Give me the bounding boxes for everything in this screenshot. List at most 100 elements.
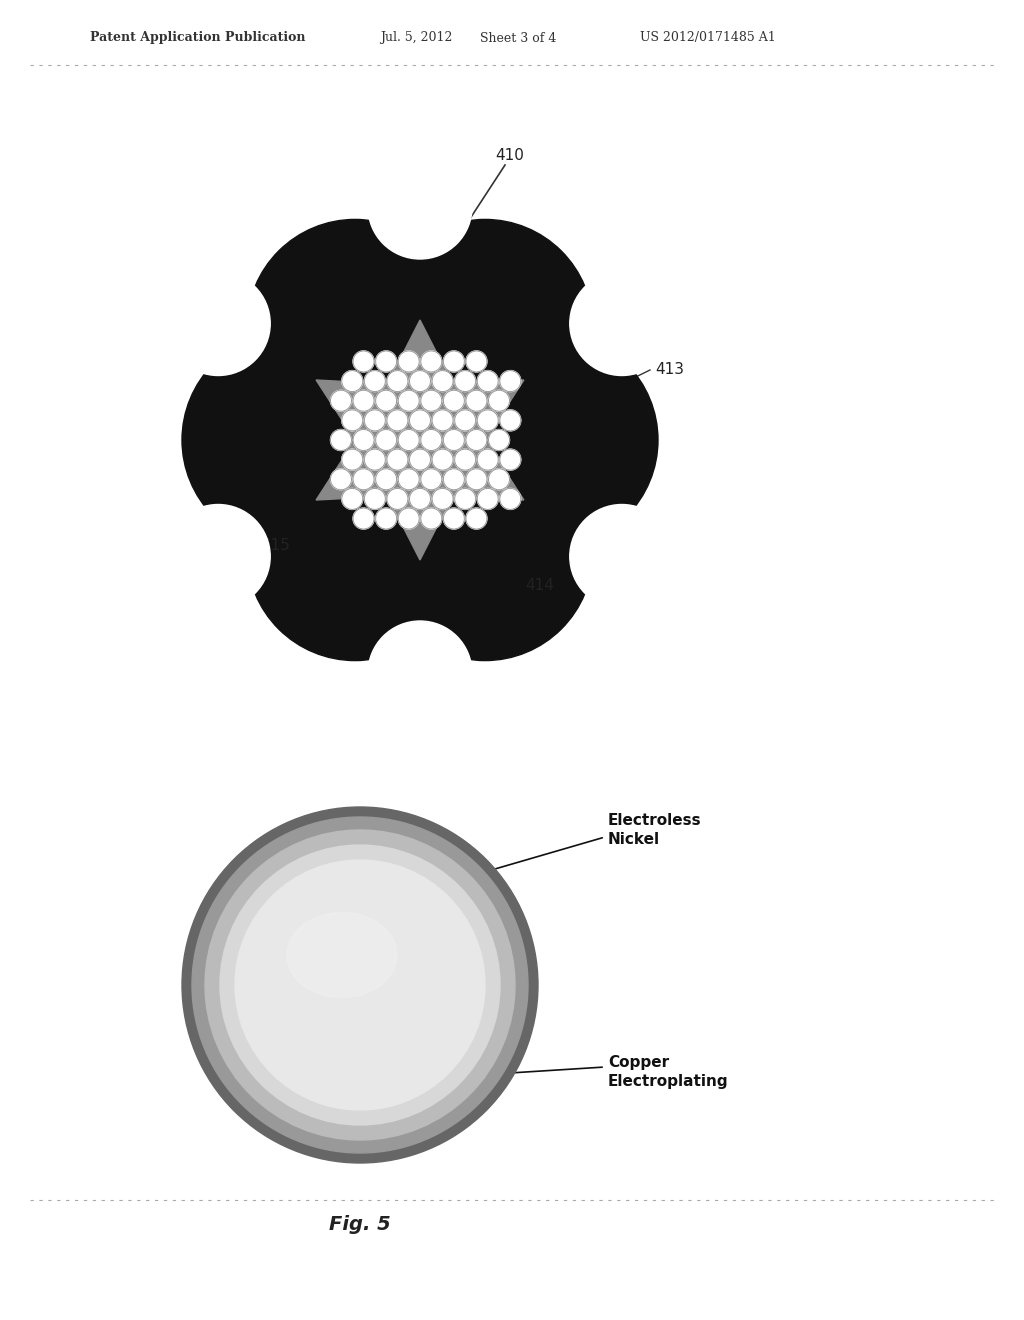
Text: Vectran: Vectran [321,968,399,986]
Circle shape [342,371,362,392]
Circle shape [455,411,476,430]
Circle shape [432,411,453,430]
Circle shape [443,508,464,529]
Circle shape [488,391,510,412]
Circle shape [421,351,441,372]
Circle shape [410,411,430,430]
Circle shape [353,508,374,529]
Circle shape [387,371,408,392]
Circle shape [466,429,487,450]
Circle shape [488,469,510,490]
Circle shape [376,391,396,412]
Circle shape [488,429,510,450]
Circle shape [398,391,419,412]
Circle shape [376,429,396,450]
Text: 412: 412 [176,293,205,308]
Circle shape [342,488,362,510]
Circle shape [376,351,396,372]
Circle shape [272,292,568,587]
Circle shape [331,469,351,490]
Circle shape [477,411,499,430]
Circle shape [477,371,499,392]
Text: 410: 410 [496,148,524,162]
Circle shape [193,817,528,1152]
Circle shape [500,371,521,392]
Circle shape [342,449,362,470]
Circle shape [368,154,472,259]
Circle shape [342,411,362,430]
Circle shape [421,391,441,412]
Circle shape [500,449,521,470]
Text: US 2012/0171485 A1: US 2012/0171485 A1 [640,32,776,45]
Circle shape [377,219,593,436]
Circle shape [377,445,593,660]
Circle shape [410,449,430,470]
Circle shape [365,488,385,510]
Circle shape [398,469,419,490]
Circle shape [432,449,453,470]
Circle shape [421,429,441,450]
Circle shape [477,488,499,510]
Circle shape [410,371,430,392]
Circle shape [166,504,270,609]
Circle shape [443,391,464,412]
Circle shape [387,488,408,510]
Circle shape [421,508,441,529]
Text: 414: 414 [525,578,554,593]
Circle shape [569,272,674,375]
Circle shape [477,449,499,470]
Circle shape [410,488,430,510]
Circle shape [443,429,464,450]
Circle shape [365,371,385,392]
Circle shape [182,333,398,548]
Circle shape [466,508,487,529]
Circle shape [376,469,396,490]
Circle shape [466,351,487,372]
Circle shape [398,429,419,450]
Ellipse shape [287,912,397,998]
Circle shape [466,469,487,490]
Circle shape [247,445,463,660]
Circle shape [353,469,374,490]
Circle shape [569,504,674,609]
Polygon shape [316,319,524,560]
Circle shape [443,351,464,372]
Circle shape [353,391,374,412]
Text: Sheet 3 of 4: Sheet 3 of 4 [480,32,556,45]
Circle shape [205,830,515,1140]
Text: Fig. 4: Fig. 4 [389,645,451,664]
Circle shape [398,351,419,372]
Circle shape [500,488,521,510]
Text: Jul. 5, 2012: Jul. 5, 2012 [380,32,453,45]
Circle shape [365,449,385,470]
Circle shape [432,371,453,392]
Circle shape [331,391,351,412]
Text: 415: 415 [261,537,290,553]
Circle shape [442,333,658,548]
Circle shape [234,861,485,1110]
Text: Fig. 5: Fig. 5 [329,1216,391,1234]
Circle shape [220,845,500,1125]
Circle shape [500,411,521,430]
Text: Copper
Electroplating: Copper Electroplating [608,1055,729,1089]
Circle shape [398,508,419,529]
Circle shape [331,429,351,450]
Circle shape [432,488,453,510]
Circle shape [368,620,472,725]
Circle shape [455,371,476,392]
Circle shape [376,508,396,529]
Circle shape [247,219,463,436]
Circle shape [387,449,408,470]
Text: Electroless
Nickel: Electroless Nickel [608,813,701,847]
Text: Patent Application Publication: Patent Application Publication [90,32,305,45]
Circle shape [365,411,385,430]
Circle shape [182,807,538,1163]
Circle shape [443,469,464,490]
Circle shape [353,351,374,372]
Text: 413: 413 [655,363,684,378]
Circle shape [421,469,441,490]
Circle shape [353,429,374,450]
Circle shape [455,488,476,510]
Circle shape [466,391,487,412]
Circle shape [166,272,270,375]
